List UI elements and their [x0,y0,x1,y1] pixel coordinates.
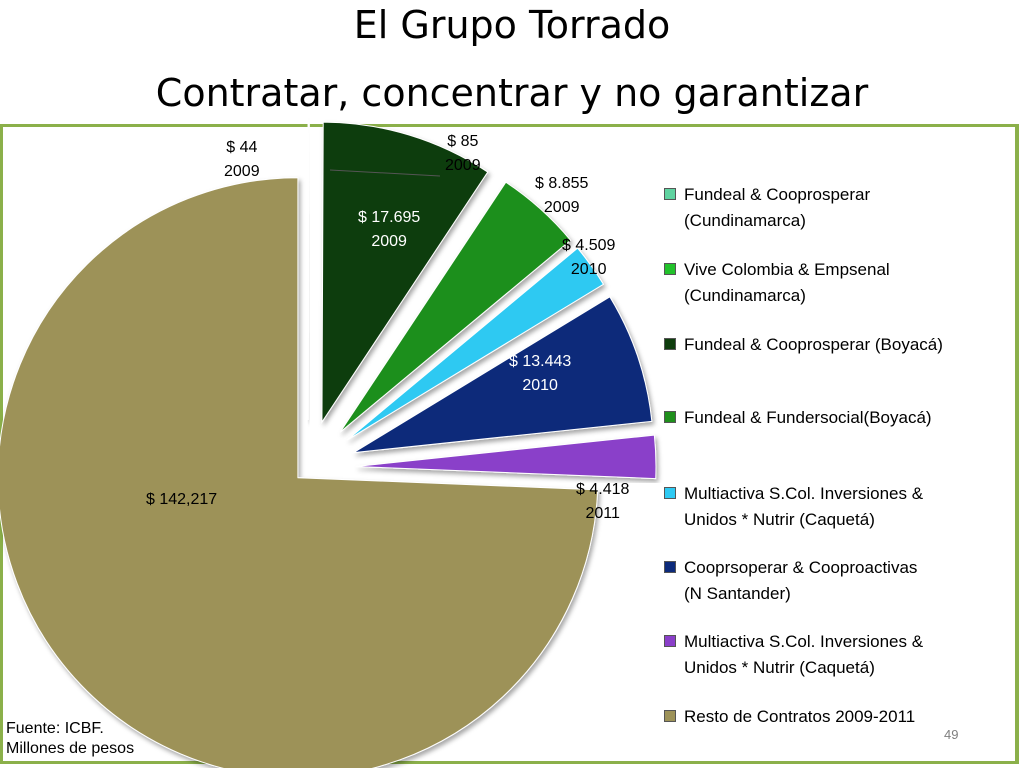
pie-slice-7 [0,177,599,768]
legend-swatch [664,338,676,350]
pie-slice-2 [321,121,489,424]
value-label: $ 17.695 [358,209,421,226]
legend-swatch [664,561,676,573]
year-label: 2009 [224,163,260,180]
data-label-slice-5: $ 13.443 2010 [509,350,571,398]
leader-line-44 [329,169,441,177]
legend-swatch [664,487,676,499]
year-label: 2009 [543,199,580,216]
legend-label: Fundeal & Fundersocial(Boyacá) [684,408,932,427]
data-label-slice-3: $ 8.855 2009 [535,172,588,220]
pie-slice-1 [307,119,310,421]
legend-label: Fundeal & Cooprosperar (Cundinamarca) [684,185,871,230]
legend-label: Resto de Contratos 2009-2011 [684,707,916,726]
footer-note: Fuente: ICBF. Millones de pesos [6,719,134,759]
year-label: 2009 [445,157,481,174]
units-text: Millones de pesos [6,740,135,757]
legend-swatch [664,710,676,722]
legend-swatch [664,635,676,647]
legend-swatch [664,188,676,200]
legend-label: Multiactiva S.Col. Inversiones & Unidos … [684,632,924,677]
page-number: 49 [944,727,959,742]
legend-label: Vive Colombia & Empsenal (Cundinamarca) [684,260,890,305]
pie-slice-3 [339,181,572,433]
slide-subtitle: Contratar, concentrar y no garantizar [155,71,869,115]
value-label: $ 142,217 [146,491,218,508]
year-label: 2009 [371,233,407,250]
value-label: $ 4.509 [562,237,616,254]
value-label: $ 85 [447,133,479,150]
legend-label: Multiactiva S.Col. Inversiones & Unidos … [684,484,924,529]
value-label: $ 8.855 [535,175,589,192]
legend-label: Cooprsoperar & Cooproactivas (N Santande… [684,558,918,603]
year-label: 2011 [585,505,620,522]
year-label: 2010 [522,377,558,394]
data-label-slice-6: $ 4.418 2011 [576,478,629,526]
pie-slice-5 [353,296,653,454]
data-label-slice-4: $ 4.509 2010 [562,234,615,282]
value-label: $ 4.418 [576,481,630,498]
data-label-slice-0: $ 44 2009 [224,136,260,184]
data-label-slice-2: $ 17.695 2009 [358,206,420,254]
data-label-slice-1: $ 85 2009 [445,130,481,178]
year-label: 2010 [570,261,607,278]
pie-slice-6 [355,434,657,480]
slide-title: El Grupo Torrado [353,3,671,47]
value-label: $ 44 [226,139,258,156]
legend-swatch [664,411,676,423]
source-text: Fuente: ICBF. [6,720,104,737]
data-label-slice-7: $ 142,217 [146,488,217,512]
value-label: $ 13.443 [509,353,572,370]
legend-swatch [664,263,676,275]
legend-label: Fundeal & Cooprosperar (Boyacá) [684,335,943,354]
pie-slice-4 [346,247,605,441]
